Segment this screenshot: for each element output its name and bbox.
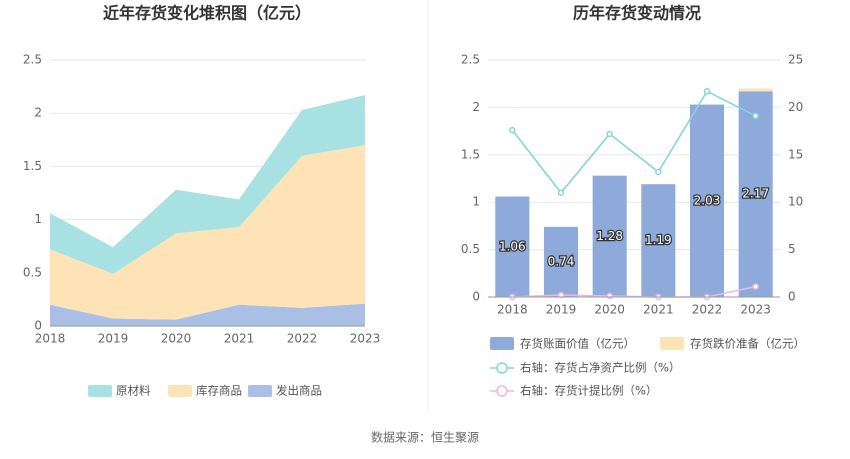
chart-title: 历年存货变动情况 bbox=[573, 4, 701, 23]
bar bbox=[495, 196, 530, 297]
y-tick-label: 1.5 bbox=[461, 147, 480, 161]
area bbox=[50, 95, 365, 274]
line-point bbox=[557, 189, 565, 196]
data-label: 1.19 bbox=[645, 233, 672, 247]
data-label: 1.06 bbox=[499, 239, 526, 253]
line-point bbox=[606, 292, 613, 300]
source: 数据来源：恒生聚源 bbox=[371, 430, 479, 445]
x-tick-label: 2019 bbox=[546, 303, 577, 317]
legend-swatch bbox=[490, 337, 514, 350]
line-point bbox=[606, 130, 613, 138]
line-point bbox=[752, 112, 759, 120]
x-tick-label: 2023 bbox=[350, 332, 381, 346]
legend-label: 库存商品 bbox=[196, 384, 242, 398]
bar bbox=[689, 104, 725, 297]
legend-label: 存货账面价值（亿元） bbox=[520, 337, 635, 351]
x-tick-label: 2018 bbox=[497, 303, 528, 317]
data-label: 2.17 bbox=[742, 187, 769, 201]
legend-label: 发出商品 bbox=[276, 384, 322, 398]
x-tick-label: 2018 bbox=[35, 332, 66, 346]
x-tick-label: 2019 bbox=[98, 332, 129, 346]
legend-marker bbox=[496, 385, 508, 397]
line-point bbox=[752, 283, 759, 290]
y2-tick-label: 0 bbox=[788, 290, 796, 304]
legend-swatch bbox=[88, 385, 112, 397]
y-tick-label: 0.5 bbox=[23, 265, 42, 279]
x-tick-label: 2022 bbox=[287, 332, 318, 346]
y-tick-label: 0 bbox=[34, 319, 42, 333]
legend-swatch bbox=[660, 337, 684, 350]
line-point bbox=[509, 126, 516, 134]
y2-tick-label: 5 bbox=[788, 242, 796, 256]
y2-tick-label: 15 bbox=[788, 147, 803, 161]
x-tick-label: 2022 bbox=[692, 303, 723, 317]
area bbox=[50, 303, 365, 326]
legend-swatch bbox=[248, 385, 272, 397]
x-tick-label: 2021 bbox=[643, 303, 674, 317]
legend-label: 右轴：存货占净资产比例（%） bbox=[520, 361, 680, 375]
x-tick-label: 2020 bbox=[594, 303, 625, 317]
legend-label: 右轴：存货计提比例（%） bbox=[520, 384, 657, 398]
y-tick-label: 1 bbox=[34, 212, 42, 226]
data-label: 2.03 bbox=[694, 193, 721, 207]
bar bbox=[738, 88, 773, 92]
bar bbox=[738, 91, 773, 297]
x-tick-label: 2020 bbox=[161, 332, 192, 346]
x-tick-label: 2023 bbox=[740, 303, 771, 317]
y2-tick-label: 20 bbox=[788, 100, 803, 114]
data-label: 0.74 bbox=[548, 254, 575, 268]
legend-marker bbox=[496, 362, 508, 374]
y-tick-label: 2.5 bbox=[23, 53, 42, 67]
legend-swatch bbox=[168, 385, 192, 397]
y-tick-label: 1 bbox=[472, 195, 480, 209]
area bbox=[50, 145, 365, 320]
chart-title: 近年存货变化堆积图（亿元） bbox=[103, 4, 311, 23]
y2-tick-label: 10 bbox=[788, 195, 803, 209]
legend-label: 原材料 bbox=[116, 384, 151, 398]
y-tick-label: 2 bbox=[34, 106, 42, 120]
line bbox=[511, 90, 757, 194]
y-tick-label: 2.5 bbox=[461, 53, 480, 67]
bar bbox=[543, 226, 579, 297]
bar bbox=[641, 184, 676, 297]
y-tick-label: 1.5 bbox=[23, 159, 42, 173]
y-tick-label: 0 bbox=[472, 290, 480, 304]
line-point bbox=[703, 88, 711, 95]
y-tick-label: 2 bbox=[472, 100, 480, 114]
bar bbox=[592, 175, 627, 297]
line-point bbox=[557, 291, 565, 299]
x-tick-label: 2021 bbox=[224, 332, 255, 346]
legend-label: 存货跌价准备（亿元） bbox=[690, 337, 805, 351]
line-point bbox=[655, 168, 662, 176]
y-tick-label: 0.5 bbox=[461, 242, 480, 256]
data-label: 1.28 bbox=[596, 229, 623, 243]
y2-tick-label: 25 bbox=[788, 53, 803, 67]
